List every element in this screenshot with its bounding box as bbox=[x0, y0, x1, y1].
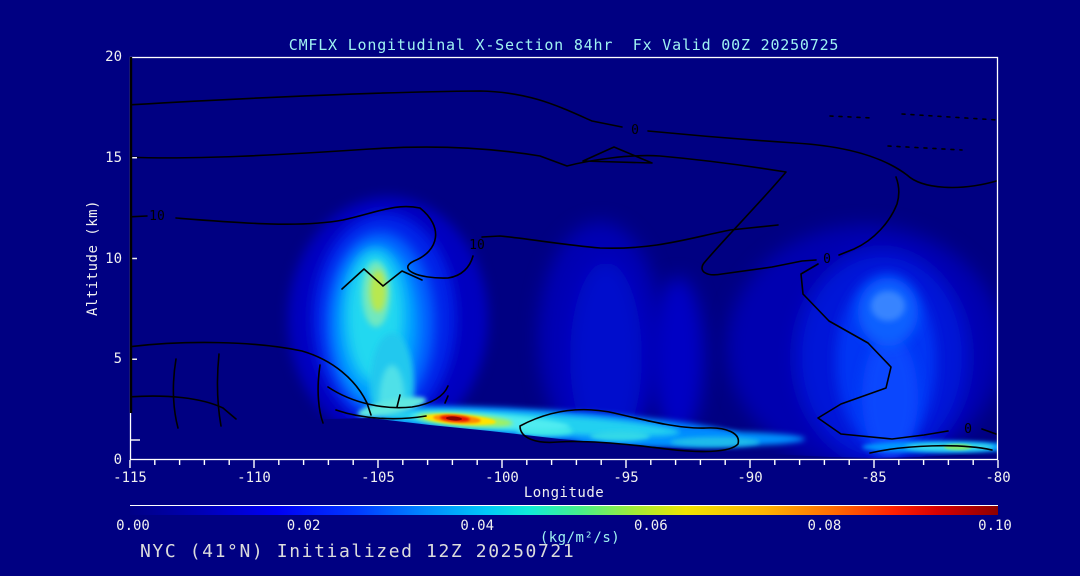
y-tick-label: 20 bbox=[105, 49, 122, 65]
contour-label: 10 bbox=[469, 238, 485, 253]
x-tick-label: -80 bbox=[985, 470, 1011, 486]
colorbar-tick-label: 0.08 bbox=[807, 518, 842, 534]
footer-caption: NYC (41°N) Initialized 12Z 20250721 bbox=[140, 541, 576, 562]
contour-lines bbox=[130, 90, 998, 454]
colorbar-unit-label: (kg/m²/s) bbox=[539, 530, 621, 546]
x-tick-label: -110 bbox=[237, 470, 271, 486]
colorbar-tick-label: 0.06 bbox=[633, 518, 668, 534]
contour-label: 0 bbox=[823, 252, 831, 267]
x-tick-label: -95 bbox=[613, 470, 639, 486]
x-tick-label: -115 bbox=[113, 470, 147, 486]
x-axis-ticks bbox=[129, 460, 999, 468]
y-tick-label: 0 bbox=[113, 452, 122, 468]
x-tick-label: -85 bbox=[861, 470, 887, 486]
chart-title: CMFLX Longitudinal X-Section 84hr Fx Val… bbox=[288, 36, 840, 54]
colorbar-tick-label: 0.00 bbox=[116, 518, 150, 534]
contour-label: 0 bbox=[964, 422, 972, 437]
y-tick-label: 15 bbox=[105, 150, 122, 166]
x-tick-label: -105 bbox=[361, 470, 395, 486]
colorbar-tick-label: 0.10 bbox=[978, 518, 1012, 534]
contour-labels: 10 10 0 0 0 bbox=[149, 123, 972, 437]
shaded-field bbox=[130, 197, 998, 460]
colorbar-tick-label: 0.02 bbox=[286, 518, 321, 534]
colorbar-tick-label: 0.04 bbox=[460, 518, 495, 534]
x-axis-label: Longitude bbox=[523, 485, 605, 501]
y-tick-label: 5 bbox=[113, 351, 122, 367]
terrain-mask bbox=[130, 418, 998, 460]
y-tick-label: 10 bbox=[105, 251, 122, 267]
colorbar bbox=[130, 505, 998, 515]
y-axis-ticks bbox=[130, 157, 140, 441]
x-tick-label: -100 bbox=[485, 470, 519, 486]
contour-label: 10 bbox=[149, 209, 165, 224]
contour-label: 0 bbox=[631, 123, 639, 138]
x-tick-label: -90 bbox=[737, 470, 763, 486]
